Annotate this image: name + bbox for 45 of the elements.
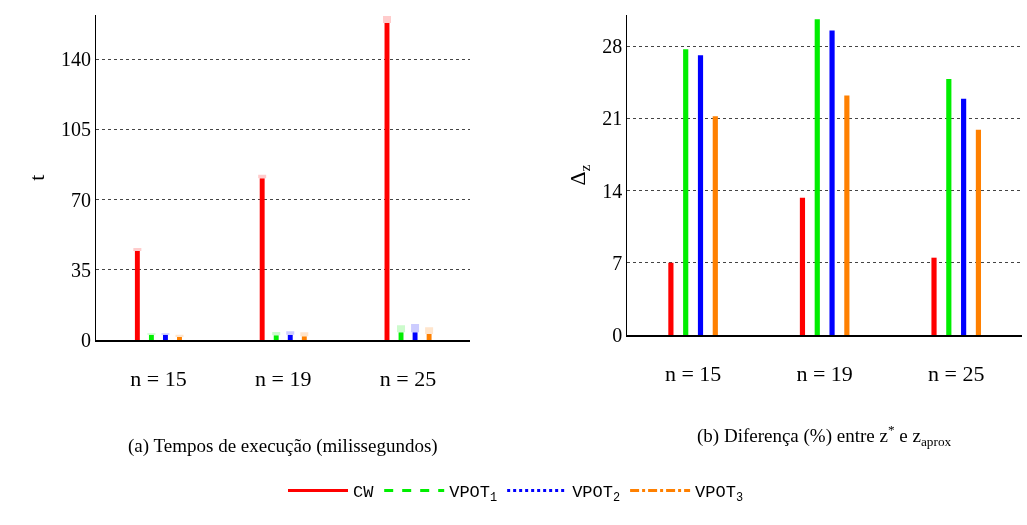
bar xyxy=(259,178,265,341)
x-tick-label: n = 19 xyxy=(255,366,312,392)
y-tick-label: 28 xyxy=(602,35,623,58)
bar xyxy=(814,19,820,336)
bar xyxy=(177,336,182,341)
bar xyxy=(931,257,937,336)
bar xyxy=(697,55,704,336)
bar xyxy=(668,262,674,336)
x-tick-label: n = 15 xyxy=(664,361,722,387)
bar xyxy=(975,129,982,336)
bar xyxy=(426,333,432,341)
y-tick-label: 0 xyxy=(81,329,92,352)
bar xyxy=(162,334,168,341)
y-tick-label: 14 xyxy=(602,179,623,202)
legend-label: VPOT$_{1}$ xyxy=(449,483,498,505)
bar xyxy=(799,197,806,336)
x-tick-label: n = 25 xyxy=(379,366,437,392)
bar xyxy=(412,332,418,341)
legend-label: CW xyxy=(353,483,375,503)
y-tick-label: 140 xyxy=(61,48,92,71)
y-tick-label: 21 xyxy=(602,107,623,130)
bar xyxy=(829,30,835,336)
bar xyxy=(301,336,307,341)
text: (b) Diferença (%) entre z$^{*}$ e z$_{aprox}$ xyxy=(697,422,952,449)
x-tick-label: n = 19 xyxy=(796,361,853,387)
bar xyxy=(273,335,279,341)
bar xyxy=(844,95,850,336)
legend-label: VPOT$_{2}$ xyxy=(572,483,621,505)
bar xyxy=(683,49,689,336)
bar xyxy=(961,98,967,336)
bar xyxy=(712,116,718,336)
x-tick-label: n = 25 xyxy=(928,361,985,387)
y-tick-label: 7 xyxy=(612,251,623,274)
y-tick-label: 105 xyxy=(61,118,92,141)
legend-label: VPOT$_{3}$ xyxy=(695,483,744,505)
y-tick-label: 70 xyxy=(71,188,92,211)
y-tick-label: 0 xyxy=(612,324,623,347)
y-axis-title: t xyxy=(23,174,49,181)
bar xyxy=(148,334,154,341)
bar xyxy=(134,251,140,341)
y-tick-label: 35 xyxy=(71,258,92,281)
text: (a) Tempos de execução (milissegundos) xyxy=(128,435,438,457)
bar xyxy=(287,334,293,341)
bar xyxy=(946,79,952,336)
x-tick-label: n = 15 xyxy=(130,366,187,392)
